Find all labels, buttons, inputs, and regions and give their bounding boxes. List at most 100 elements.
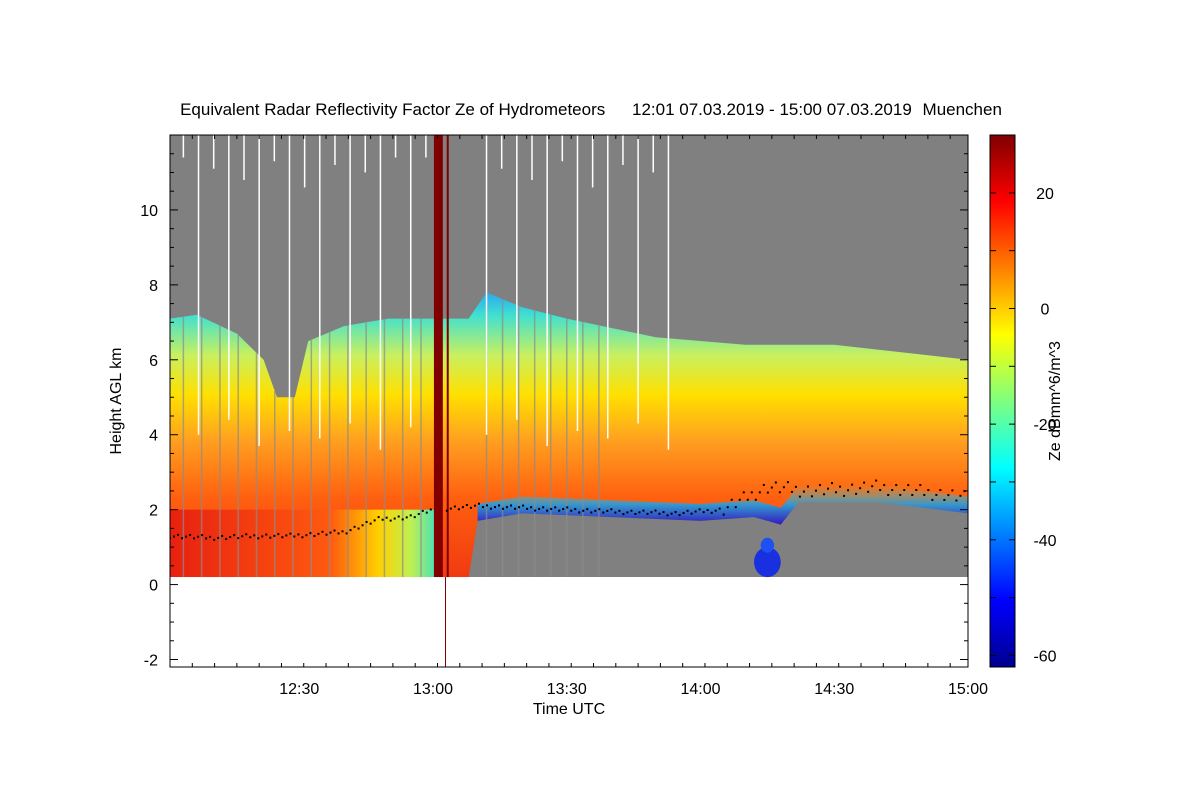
ceilometer-dot xyxy=(373,519,376,522)
x-tick-label: 13:30 xyxy=(547,681,587,698)
ceilometer-dot xyxy=(718,507,721,510)
ceilometer-dot xyxy=(847,489,850,492)
ceilometer-dot xyxy=(493,506,496,509)
ceilometer-dot xyxy=(814,489,817,492)
colorbar-tick-label: 0 xyxy=(1041,301,1050,318)
blob-ellipse xyxy=(754,547,781,578)
saturation-bar xyxy=(433,135,443,578)
ceilometer-dot xyxy=(911,493,914,496)
ceilometer-dot xyxy=(429,508,432,511)
ceilometer-dot xyxy=(337,532,340,535)
ceilometer-dot xyxy=(682,511,685,514)
ceilometer-dot xyxy=(285,534,288,537)
ceilometer-dot xyxy=(449,507,452,510)
ceilometer-dot xyxy=(397,515,400,518)
ceilometer-dot xyxy=(409,514,412,517)
ceilometer-dot xyxy=(349,529,352,532)
ceilometer-dot xyxy=(867,490,870,493)
ceilometer-dot xyxy=(855,492,858,495)
ceilometer-dot xyxy=(662,511,665,514)
ceilometer-dot xyxy=(899,493,902,496)
ceilometer-dot xyxy=(265,533,268,536)
ceilometer-dot xyxy=(205,537,208,540)
ceilometer-dot xyxy=(570,509,573,512)
ceilometer-dot xyxy=(357,527,360,530)
ceilometer-dot xyxy=(875,479,878,482)
ceilometer-dot xyxy=(297,533,300,536)
ceilometer-dot xyxy=(710,511,713,514)
ceilometer-dot xyxy=(678,514,681,517)
ceilometer-dot xyxy=(794,485,797,488)
ceilometer-dot xyxy=(498,504,501,507)
y-tick-label: 0 xyxy=(149,578,158,595)
ceilometer-dot xyxy=(919,484,922,487)
ceilometer-dot xyxy=(606,509,609,512)
ceilometer-dot xyxy=(201,534,204,537)
ceilometer-dot xyxy=(293,535,296,538)
ceilometer-dot xyxy=(562,508,565,511)
ceilometer-dot xyxy=(923,493,926,496)
ceilometer-dot xyxy=(690,512,693,515)
ceilometer-dot xyxy=(518,506,521,509)
y-tick-label: 10 xyxy=(140,203,158,220)
ceilometer-dot xyxy=(369,522,372,525)
ceilometer-dot xyxy=(702,511,705,514)
ceilometer-dot xyxy=(421,509,424,512)
ceilometer-dot xyxy=(281,536,284,539)
ceilometer-dot xyxy=(469,506,472,509)
ceilometer-dot xyxy=(321,530,324,533)
ceilometer-dot xyxy=(502,507,505,510)
ceilometer-dot xyxy=(477,502,480,505)
ceilometer-dot xyxy=(289,532,292,535)
ceilometer-dot xyxy=(506,506,509,509)
ceilometer-dot xyxy=(891,489,894,492)
ceilometer-dot xyxy=(638,511,641,514)
ceilometer-dot xyxy=(935,493,938,496)
ceilometer-dot xyxy=(253,534,256,537)
ceilometer-dot xyxy=(381,518,384,521)
ceilometer-dot xyxy=(823,493,826,496)
ceilometer-dot xyxy=(686,509,689,512)
ceilometer-dot xyxy=(786,481,789,484)
ceilometer-dot xyxy=(598,508,601,511)
ceilometer-dot xyxy=(634,512,637,515)
ceilometer-dot xyxy=(895,484,898,487)
ceilometer-dot xyxy=(277,533,280,536)
ceilometer-dot xyxy=(510,504,513,507)
ceilometer-dot xyxy=(333,529,336,532)
ceilometer-dot xyxy=(485,504,488,507)
ceilometer-dot xyxy=(742,491,745,494)
ceilometer-dot xyxy=(582,509,585,512)
ceilometer-dot xyxy=(269,536,272,539)
below-ground-area xyxy=(170,577,968,667)
ceilometer-dot xyxy=(754,498,757,501)
ceilometer-dot xyxy=(353,525,356,528)
ceilometer-dot xyxy=(445,509,448,512)
ceilometer-dot xyxy=(750,491,753,494)
ceilometer-dot xyxy=(670,512,673,515)
colorbar xyxy=(989,134,1016,668)
ceilometer-dot xyxy=(618,509,621,512)
ceilometer-dot xyxy=(237,537,240,540)
ceilometer-dot xyxy=(305,534,308,537)
ceilometer-dot xyxy=(871,485,874,488)
ceilometer-dot xyxy=(309,532,312,535)
plot-frame xyxy=(169,134,969,668)
colorbar-tick-label: -40 xyxy=(1033,533,1056,550)
ceilometer-dot xyxy=(546,509,549,512)
x-tick-label: 13:00 xyxy=(413,681,453,698)
title-location: Muenchen xyxy=(923,100,1002,119)
ceilometer-dot xyxy=(261,535,264,538)
ceilometer-dot xyxy=(341,530,344,533)
ceilometer-dot xyxy=(534,509,537,512)
colorbar-tick-label: -20 xyxy=(1033,417,1056,434)
colorbar-label: Ze dBmm^6/m^3 xyxy=(1047,341,1064,461)
ceilometer-dot xyxy=(193,537,196,540)
ceilometer-dot xyxy=(185,535,188,538)
ceilometer-dot xyxy=(594,509,597,512)
ceilometer-dot xyxy=(610,508,613,511)
ceilometer-cloud-base-dots xyxy=(170,479,966,541)
ceilometer-dot xyxy=(241,535,244,538)
ceilometer-dot xyxy=(177,533,180,536)
